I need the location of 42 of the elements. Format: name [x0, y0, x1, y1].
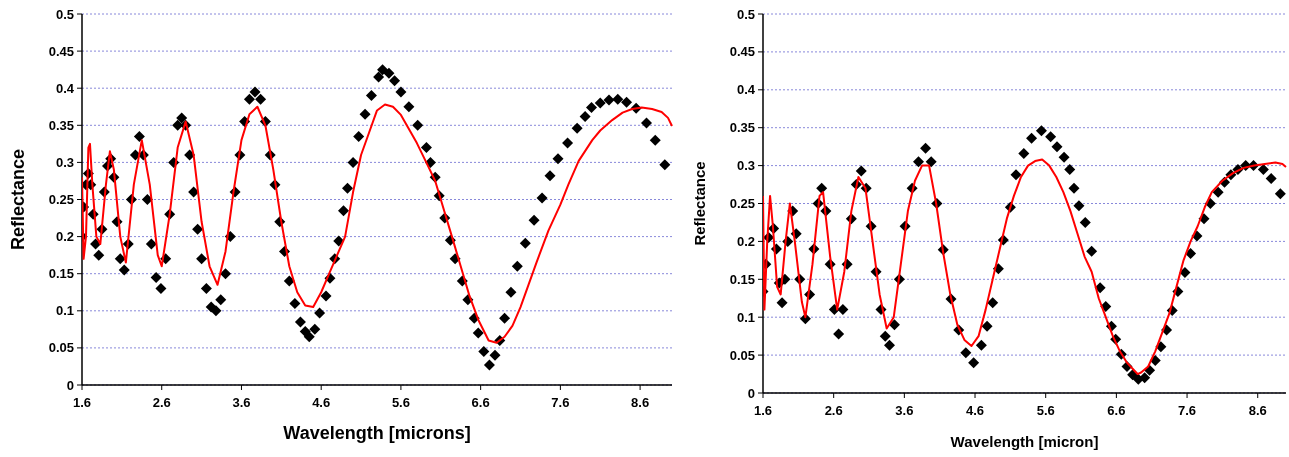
y-tick-label: 0.1 — [55, 303, 74, 319]
x-axis-title: Wavelength [microns] — [283, 423, 471, 443]
x-tick-label: 8.6 — [1248, 403, 1267, 418]
x-tick-label: 5.6 — [1036, 403, 1055, 418]
y-tick-label: 0.5 — [55, 6, 74, 22]
y-tick-label: 0.35 — [48, 117, 74, 133]
y-tick-label: 0.45 — [48, 43, 74, 59]
x-tick-label: 4.6 — [965, 403, 985, 418]
y-tick-label: 0.1 — [736, 309, 755, 325]
y-tick-label: 0.25 — [729, 196, 755, 212]
y-tick-label: 0.4 — [55, 80, 75, 96]
y-tick-label: 0.35 — [729, 120, 755, 136]
y-tick-label: 0.5 — [736, 6, 755, 22]
y-tick-label: 0.45 — [729, 44, 755, 60]
x-tick-label: 2.6 — [824, 403, 843, 418]
x-tick-label: 4.6 — [312, 395, 331, 410]
y-tick-label: 0.05 — [729, 347, 755, 363]
x-tick-label: 6.6 — [1107, 403, 1126, 418]
x-tick-label: 2.6 — [152, 395, 171, 410]
y-tick-label: 0.15 — [729, 271, 755, 287]
y-tick-label: 0.05 — [48, 340, 74, 356]
x-tick-label: 7.6 — [551, 395, 570, 410]
x-tick-label: 8.6 — [631, 395, 650, 410]
y-tick-label: 0.15 — [48, 266, 74, 282]
x-tick-label: 1.6 — [72, 395, 92, 410]
y-tick-label: 0.3 — [736, 158, 755, 174]
y-tick-label: 0.3 — [55, 154, 74, 170]
y-axis-title: Reflectance — [8, 148, 28, 251]
y-axis-title: Reflectance — [691, 161, 708, 246]
x-tick-label: 5.6 — [391, 395, 410, 410]
y-tick-label: 0.2 — [736, 233, 755, 249]
x-tick-label: 3.6 — [232, 395, 251, 410]
x-axis-title: Wavelength [micron] — [950, 433, 1099, 450]
x-tick-label: 6.6 — [471, 395, 490, 410]
x-tick-label: 1.6 — [753, 403, 773, 418]
y-tick-label: 0.25 — [48, 192, 74, 208]
y-tick-label: 0.4 — [736, 82, 756, 98]
x-tick-label: 3.6 — [895, 403, 914, 418]
y-tick-label: 0.2 — [55, 229, 74, 245]
y-tick-label: 0 — [747, 385, 755, 401]
y-tick-label: 0 — [66, 377, 74, 393]
x-tick-label: 7.6 — [1178, 403, 1197, 418]
